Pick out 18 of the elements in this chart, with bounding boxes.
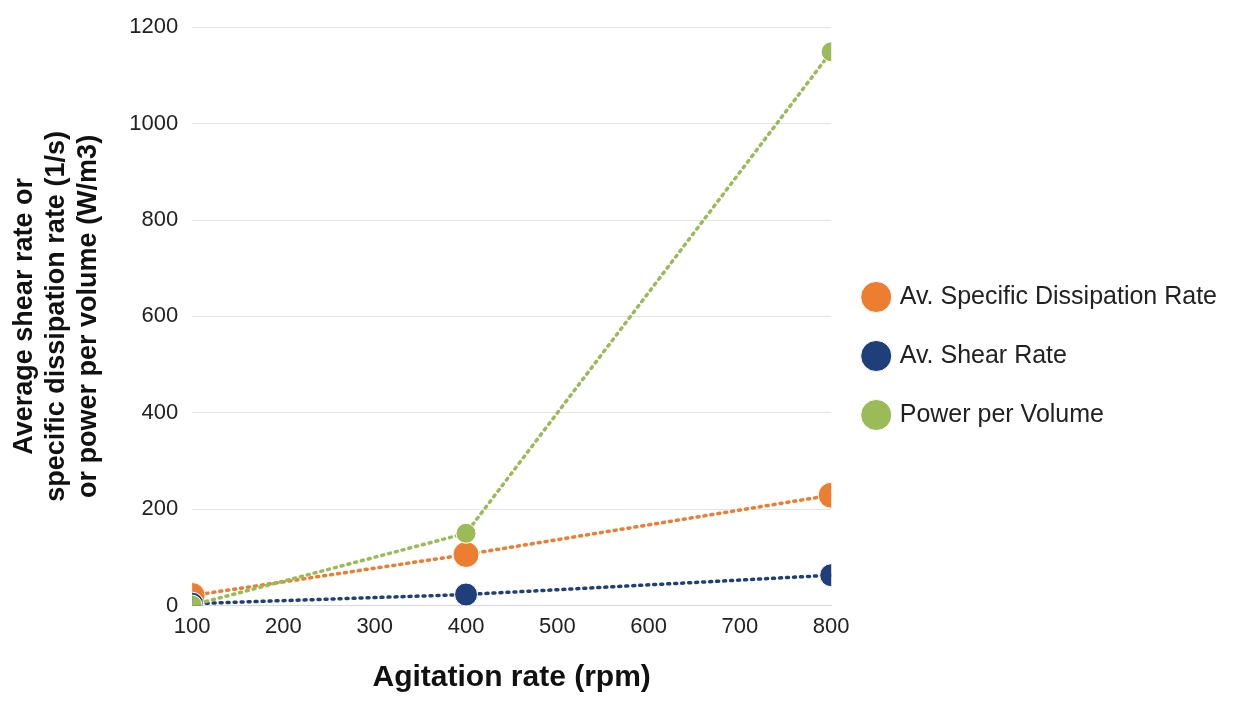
x-tick-label: 300 [356, 612, 394, 638]
x-tick-label: 800 [812, 612, 850, 638]
x-tick-label: 500 [538, 612, 576, 638]
legend-label: Av. Specific Dissipation Rate [899, 280, 1218, 309]
legend-label: Av. Shear Rate [899, 339, 1067, 368]
y-tick-label: 1000 [129, 109, 179, 135]
y-tick-label: 800 [141, 206, 179, 232]
x-tick-label: 700 [721, 612, 759, 638]
y-axis-title: Average shear rate or specific dissipation rate (1/s) or power per volume (W/m3) [7, 131, 103, 502]
y-tick-label: 400 [141, 398, 179, 424]
x-tick-label: 600 [630, 612, 667, 638]
y-tick-label: 200 [141, 495, 179, 521]
y-tick-label: 600 [141, 302, 179, 328]
x-tick-label: 400 [447, 612, 485, 638]
x-tick-label: 200 [265, 612, 302, 638]
y-tick-label: 1200 [129, 13, 179, 39]
legend-label: Power per Volume [899, 398, 1105, 427]
x-axis-title: Agitation rate (rpm) [372, 659, 651, 693]
